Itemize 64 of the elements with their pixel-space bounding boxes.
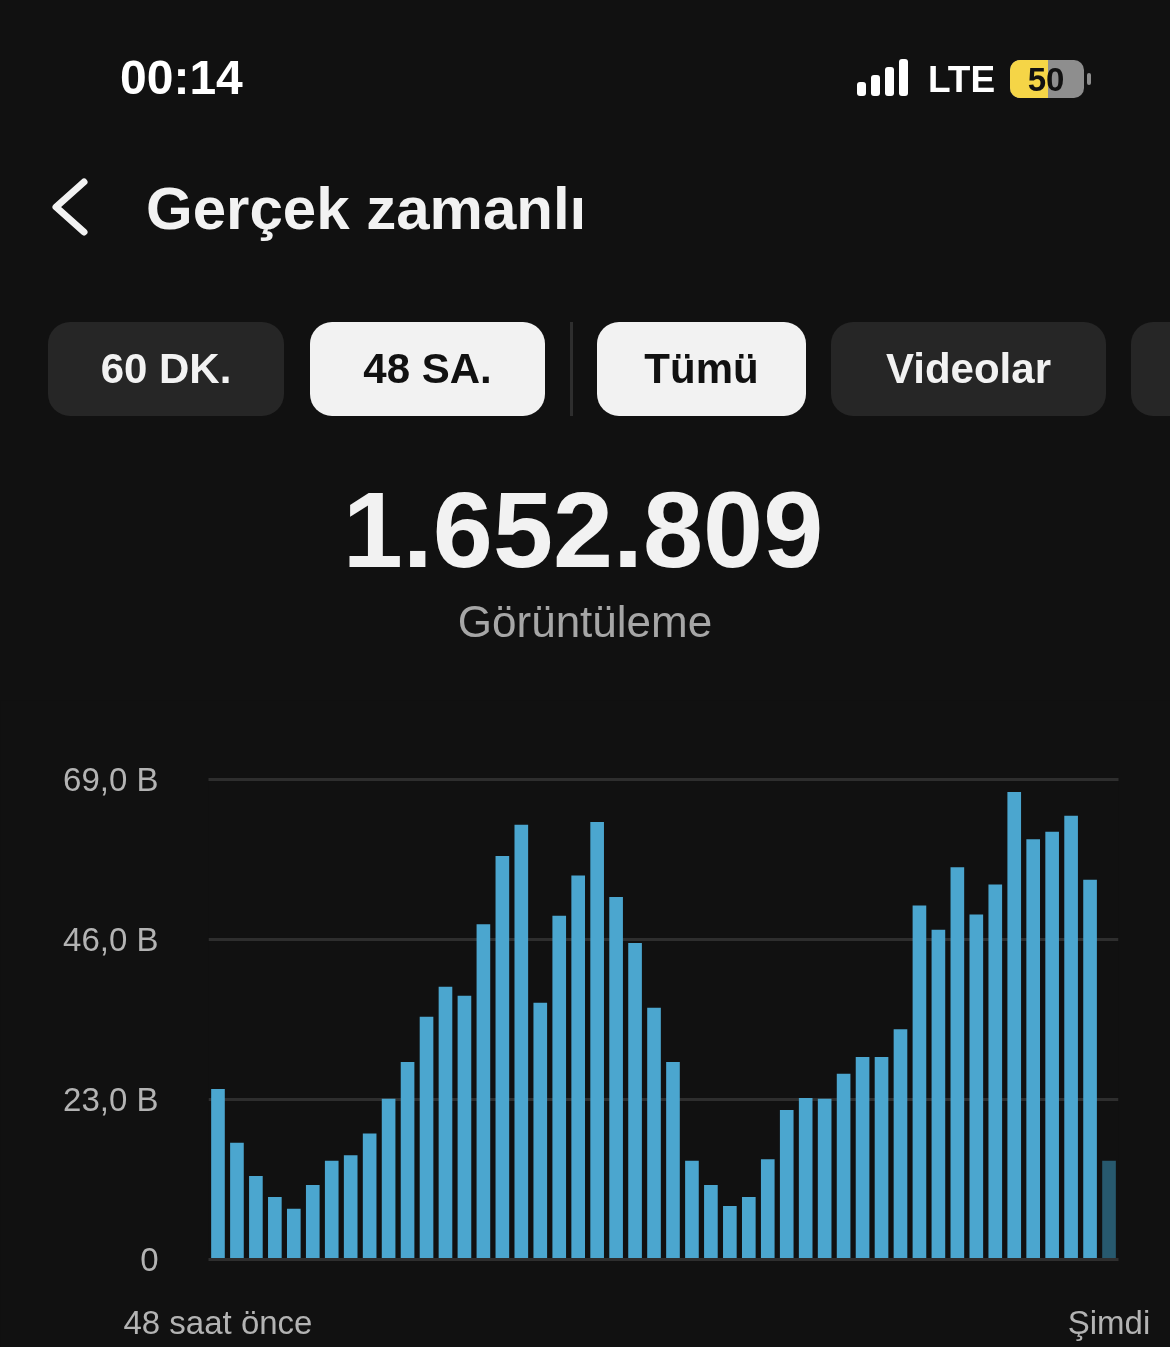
bar <box>249 1176 263 1260</box>
bar <box>571 875 586 1260</box>
bar <box>666 1061 680 1260</box>
text: 60 DK. <box>100 344 232 394</box>
bar <box>1045 831 1059 1260</box>
bar <box>912 905 927 1260</box>
x-tick-label: 48 saat önce <box>123 1303 313 1341</box>
bar <box>855 1057 870 1260</box>
y-tick-label: 46,0 B <box>63 921 159 958</box>
text: 1.652.809 <box>342 467 824 592</box>
bar <box>685 1160 699 1260</box>
bar <box>590 821 604 1260</box>
bar <box>950 867 965 1260</box>
bar <box>514 824 529 1260</box>
bar <box>268 1196 282 1260</box>
bar <box>1102 1160 1116 1260</box>
bar <box>419 1016 434 1260</box>
bar <box>495 856 510 1260</box>
bar <box>343 1155 358 1260</box>
y-tick-label: 23,0 B <box>63 1081 159 1118</box>
bar <box>760 1159 775 1260</box>
bar <box>628 942 642 1260</box>
text: Videolar <box>886 344 1051 394</box>
y-tick-label: 0 <box>140 1241 159 1278</box>
bar <box>362 1133 377 1260</box>
chart-title: Gerçek zamanlı <box>146 173 587 243</box>
bar <box>723 1205 737 1260</box>
bar <box>1007 792 1022 1260</box>
bar <box>817 1098 832 1260</box>
x-tick-label: Şimdi <box>1067 1303 1151 1341</box>
bar <box>836 1073 851 1260</box>
bar <box>893 1029 908 1260</box>
bar <box>457 995 472 1260</box>
bar <box>1083 879 1097 1260</box>
text: 48 SA. <box>363 344 492 394</box>
bar <box>286 1208 301 1260</box>
bar <box>969 914 984 1260</box>
bar <box>647 1007 661 1260</box>
bar <box>438 986 453 1260</box>
bar <box>324 1160 339 1260</box>
bar <box>305 1185 320 1260</box>
bar <box>230 1142 244 1260</box>
chart-subtitle: Görüntüleme <box>457 596 713 648</box>
text: 00:14 <box>120 50 243 106</box>
text: LTE <box>928 58 996 102</box>
bar <box>533 1002 548 1260</box>
bar <box>381 1098 396 1260</box>
bar <box>704 1185 718 1260</box>
y-tick-label: 69,0 B <box>63 761 159 798</box>
bar <box>988 884 1003 1260</box>
bar <box>1026 839 1041 1260</box>
bar <box>609 897 623 1260</box>
bar <box>798 1098 813 1260</box>
bar <box>211 1089 225 1260</box>
text: 50 <box>1027 61 1065 99</box>
bar <box>476 924 491 1260</box>
bar <box>552 915 567 1260</box>
bar <box>931 929 946 1260</box>
bar <box>779 1109 794 1260</box>
text: Tümü <box>644 344 759 394</box>
bar <box>741 1196 756 1260</box>
bar <box>1064 815 1078 1260</box>
bar <box>400 1061 415 1260</box>
bar <box>874 1057 889 1260</box>
